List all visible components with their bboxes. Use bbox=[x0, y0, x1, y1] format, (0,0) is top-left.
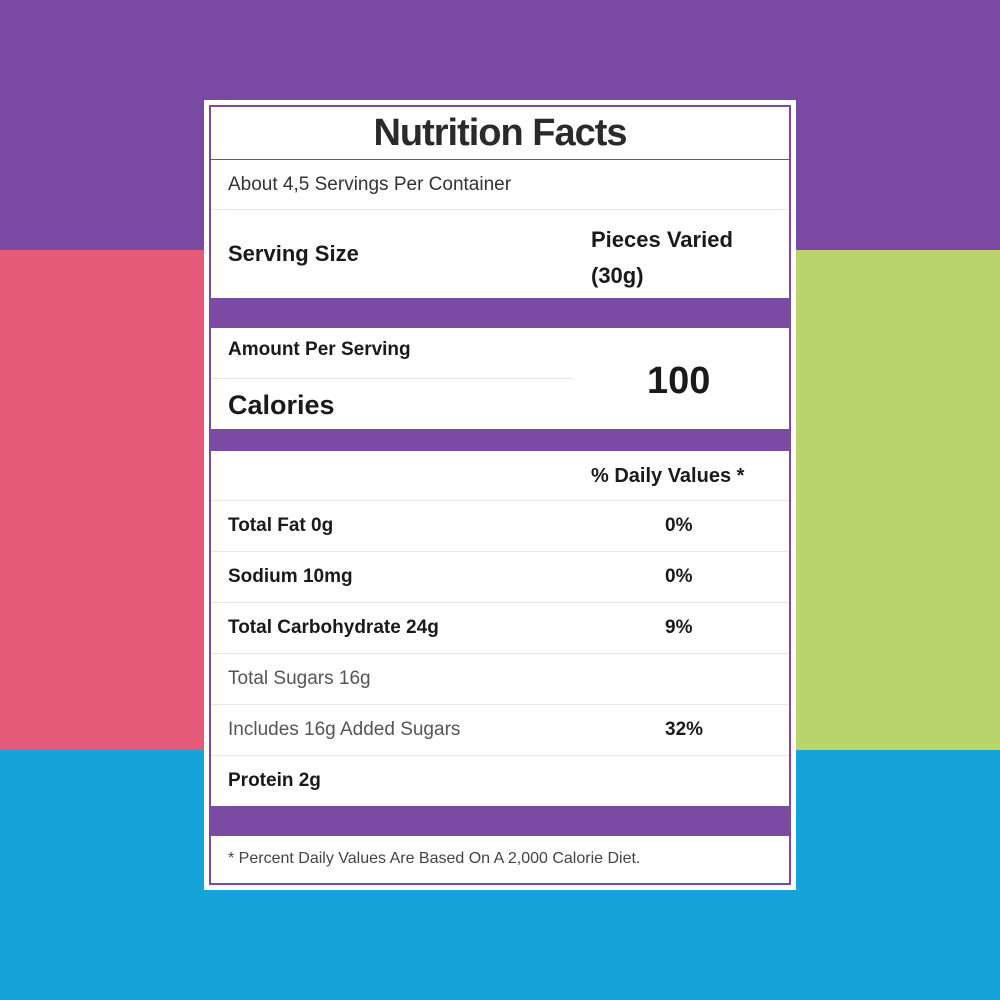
serving-size-label: Serving Size bbox=[228, 241, 359, 266]
nutrient-name: Sodium 10mg bbox=[228, 566, 353, 587]
nutrient-name: Total Sugars 16g bbox=[228, 668, 371, 689]
nutrient-row: Sodium 10mg 0% bbox=[211, 552, 789, 603]
nutrient-row: Protein 2g bbox=[211, 756, 789, 807]
daily-values-header-row: % Daily Values * bbox=[211, 451, 789, 501]
nutrient-percent: 9% bbox=[665, 617, 693, 638]
serving-size-row: Serving Size Pieces Varied (30g) bbox=[211, 210, 789, 298]
nutrition-label: Nutrition Facts About 4,5 Servings Per C… bbox=[209, 105, 791, 885]
amount-per-serving-label: Amount Per Serving bbox=[228, 339, 411, 360]
nutrient-percent: 32% bbox=[665, 719, 704, 740]
divider-bar bbox=[211, 429, 789, 451]
serving-size-value-line1: Pieces Varied bbox=[591, 227, 733, 252]
divider-bar bbox=[211, 806, 789, 836]
serving-size-value: Pieces Varied (30g) bbox=[591, 222, 781, 294]
amount-divider-line bbox=[211, 378, 573, 379]
nutrient-row: Total Fat 0g 0% bbox=[211, 501, 789, 552]
calories-value: 100 bbox=[647, 360, 711, 402]
serving-size-value-line2: (30g) bbox=[591, 263, 644, 288]
nutrient-name: Protein 2g bbox=[228, 770, 321, 791]
servings-row: About 4,5 Servings Per Container bbox=[211, 160, 789, 210]
nutrient-percent: 0% bbox=[665, 566, 693, 587]
label-title: Nutrition Facts bbox=[211, 107, 789, 160]
nutrition-label-card: Nutrition Facts About 4,5 Servings Per C… bbox=[204, 100, 796, 890]
nutrient-row: Total Carbohydrate 24g 9% bbox=[211, 603, 789, 654]
nutrient-name: Total Carbohydrate 24g bbox=[228, 617, 439, 638]
divider-bar bbox=[211, 298, 789, 328]
servings-per-container: About 4,5 Servings Per Container bbox=[228, 174, 512, 195]
nutrient-name: Total Fat 0g bbox=[228, 515, 334, 536]
daily-values-header: % Daily Values * bbox=[591, 465, 745, 487]
footnote: * Percent Daily Values Are Based On A 2,… bbox=[228, 850, 641, 867]
nutrient-row: Includes 16g Added Sugars 32% bbox=[211, 705, 789, 756]
nutrient-name: Includes 16g Added Sugars bbox=[228, 719, 461, 740]
nutrient-percent: 0% bbox=[665, 515, 693, 536]
nutrient-row: Total Sugars 16g bbox=[211, 654, 789, 705]
calories-label: Calories bbox=[228, 390, 335, 420]
